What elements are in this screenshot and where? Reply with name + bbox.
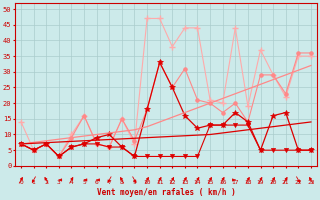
X-axis label: Vent moyen/en rafales ( km/h ): Vent moyen/en rafales ( km/h ) <box>97 188 236 197</box>
